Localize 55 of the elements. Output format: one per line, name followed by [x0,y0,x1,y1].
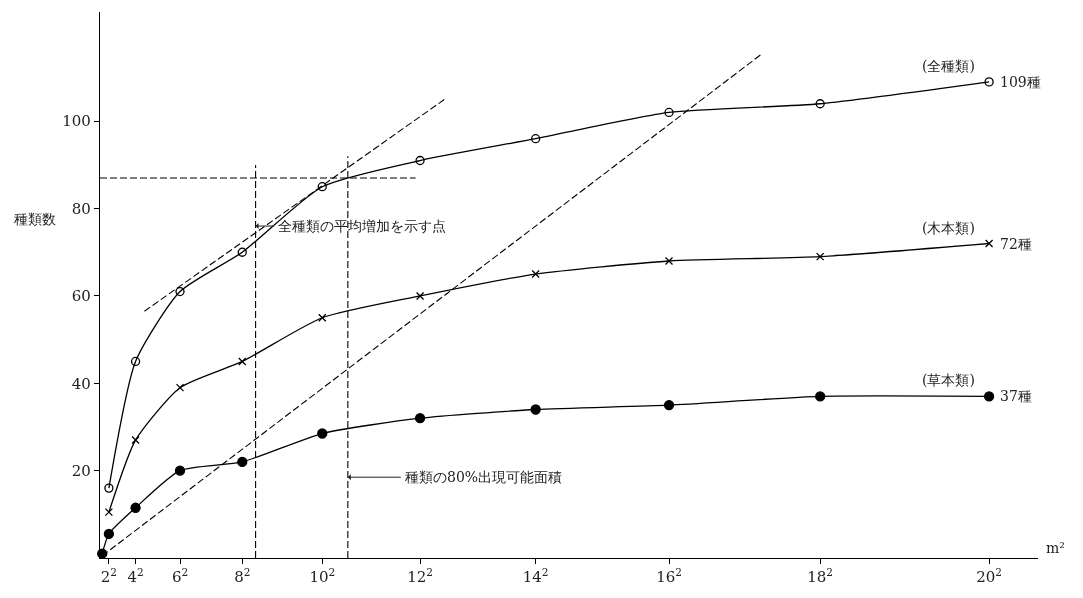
annotation: 72種 [1000,236,1032,252]
point [815,99,825,109]
point [983,391,995,402]
series-label: (草本類) [922,372,975,388]
x-tick-label: 10$^{2}$ [309,565,336,587]
x-tick-label: 16$^{2}$ [656,565,682,587]
point [104,507,114,517]
annotation: 全種類の平均増加を示す点 [278,218,446,234]
point [317,428,328,439]
point [664,256,674,266]
point [131,435,140,445]
y-tick-label: 100 [62,112,91,131]
point [103,528,115,540]
x-tick-label: 2$^{2}$ [100,565,118,587]
point [531,269,540,279]
point [815,391,826,402]
point [816,252,825,261]
point [531,134,541,144]
x-tick-label: 4$^{2}$ [127,565,144,587]
point [984,77,994,87]
y-tick-label: 40 [71,374,91,393]
y-tick-label: 80 [71,199,91,218]
point [175,383,185,392]
point [664,107,674,118]
x-tick-label: 14$^{2}$ [522,565,549,587]
point [237,247,247,257]
point [530,404,541,415]
point [415,155,425,166]
point [414,413,426,424]
point [237,456,248,468]
point [318,313,327,322]
point [984,239,994,248]
x-tick-label: 20$^{2}$ [976,565,1002,587]
x-tick-label: 8$^{2}$ [234,565,251,587]
x-tick-label: 6$^{2}$ [171,565,189,587]
annotation: 109種 [1000,74,1041,90]
series-label: (木本類) [922,220,975,236]
point [317,182,327,192]
y-axis-title: 種類数 [14,211,56,227]
point [663,399,675,411]
series-label: (全種類) [922,58,975,74]
point [174,465,186,476]
annotation: 種類の80%出現可能面積 [405,469,563,485]
point [238,357,247,366]
annotation: 37種 [1000,388,1032,404]
y-tick-label: 20 [71,461,91,480]
y-tick-label: 60 [71,287,91,306]
point [130,502,141,513]
x-axis-title: m² [1046,540,1065,556]
point [175,286,185,297]
x-tick-label: 12$^{2}$ [407,565,433,587]
point [415,291,425,301]
point [104,483,114,493]
point [130,356,141,367]
x-tick-label: 18$^{2}$ [807,565,834,587]
